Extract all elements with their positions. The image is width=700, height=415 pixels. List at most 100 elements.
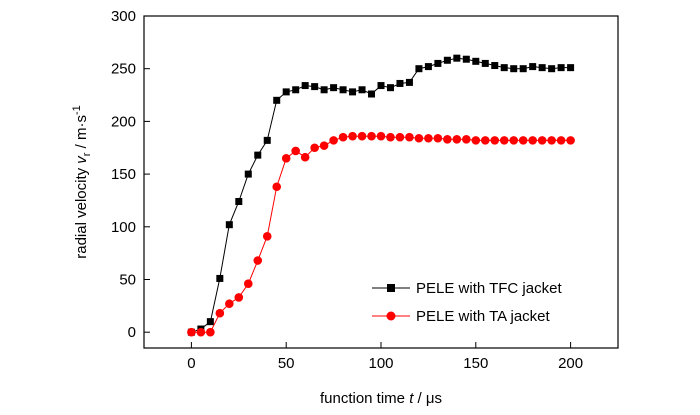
legend: PELE with TFC jacket PELE with TA jacket bbox=[372, 280, 562, 325]
data-point-ta bbox=[480, 136, 490, 145]
data-point-tfc bbox=[358, 86, 366, 94]
data-point-tfc bbox=[216, 274, 224, 282]
y-tick-label: 150 bbox=[111, 166, 136, 183]
x-tick-label: 50 bbox=[278, 355, 295, 372]
data-point-tfc bbox=[529, 63, 537, 71]
data-point-tfc bbox=[244, 170, 252, 178]
data-point-ta bbox=[537, 136, 547, 145]
data-point-ta bbox=[405, 132, 414, 142]
y-axis-label-var: v bbox=[73, 155, 90, 164]
legend-label-tfc: PELE with TFC jacket bbox=[416, 280, 562, 297]
data-point-tfc bbox=[292, 86, 300, 94]
data-point-ta bbox=[319, 141, 329, 150]
data-point-tfc bbox=[282, 88, 290, 96]
data-point-tfc bbox=[263, 136, 271, 144]
y-tick-label: 300 bbox=[111, 8, 136, 25]
y-tick-label: 200 bbox=[111, 113, 136, 130]
data-point-tfc bbox=[368, 90, 376, 98]
data-point-ta bbox=[376, 131, 386, 141]
data-point-tfc bbox=[519, 65, 527, 73]
data-point-tfc bbox=[443, 56, 451, 64]
x-axis-label-suffix: / μs bbox=[413, 390, 442, 407]
data-point-ta bbox=[310, 143, 319, 153]
data-point-tfc bbox=[510, 65, 518, 73]
data-point-tfc bbox=[225, 221, 233, 229]
data-point-tfc bbox=[254, 151, 262, 159]
data-point-tfc bbox=[538, 64, 546, 72]
data-point-tfc bbox=[434, 59, 442, 67]
data-point-tfc bbox=[415, 65, 423, 73]
data-point-tfc bbox=[405, 78, 413, 86]
data-point-ta bbox=[187, 327, 196, 337]
data-point-tfc bbox=[557, 64, 565, 72]
y-tick-label: 0 bbox=[128, 324, 136, 341]
x-axis-label-prefix: function time bbox=[320, 390, 409, 407]
data-point-tfc bbox=[548, 65, 556, 73]
legend-marker-ta bbox=[386, 311, 396, 321]
data-point-ta bbox=[262, 231, 272, 241]
y-axis-label-prefix: radial velocity bbox=[73, 164, 90, 259]
y-tick-label: 50 bbox=[119, 271, 136, 288]
data-point-ta bbox=[386, 132, 395, 142]
data-point-tfc bbox=[396, 79, 404, 87]
data-point-tfc bbox=[567, 64, 575, 72]
y-tick-label: 250 bbox=[111, 61, 136, 78]
data-point-ta bbox=[433, 133, 443, 143]
data-point-ta bbox=[518, 136, 528, 145]
data-point-tfc bbox=[273, 96, 281, 104]
data-point-tfc bbox=[500, 64, 508, 72]
data-point-ta bbox=[329, 136, 338, 145]
x-axis-label: function time t / μs bbox=[320, 390, 442, 407]
x-tick-label: 100 bbox=[368, 355, 393, 372]
data-point-tfc bbox=[301, 82, 309, 90]
y-axis-label-sub: r bbox=[81, 152, 93, 156]
series-line-1 bbox=[191, 135, 571, 333]
data-point-tfc bbox=[453, 54, 461, 62]
data-point-tfc bbox=[339, 86, 347, 94]
data-point-ta bbox=[367, 131, 376, 141]
data-point-ta bbox=[206, 327, 215, 337]
data-point-ta bbox=[490, 136, 500, 145]
x-tick-label: 150 bbox=[463, 355, 488, 372]
data-point-ta bbox=[509, 136, 519, 145]
data-point-ta bbox=[462, 135, 471, 144]
data-point-tfc bbox=[330, 84, 338, 92]
data-point-ta bbox=[291, 146, 300, 156]
y-axis-label: radial velocity vr / m·s-1 bbox=[71, 105, 93, 259]
data-point-tfc bbox=[206, 318, 214, 326]
y-tick-label: 100 bbox=[111, 219, 136, 236]
data-point-ta bbox=[338, 132, 348, 142]
data-point-ta bbox=[556, 136, 566, 145]
series-group bbox=[187, 54, 575, 337]
data-point-ta bbox=[547, 136, 556, 145]
data-point-ta bbox=[566, 136, 575, 145]
data-point-ta bbox=[234, 293, 244, 302]
data-point-ta bbox=[452, 135, 462, 144]
data-point-ta bbox=[499, 136, 509, 145]
data-point-tfc bbox=[472, 57, 480, 65]
ticks-group: 0 50 100 150 200 0 50 100 150 200 250 300 bbox=[111, 8, 583, 372]
data-point-ta bbox=[253, 256, 263, 265]
data-point-tfc bbox=[386, 84, 394, 92]
data-point-ta bbox=[225, 299, 234, 309]
data-point-ta bbox=[272, 182, 282, 192]
data-point-ta bbox=[300, 152, 310, 162]
data-point-ta bbox=[196, 327, 206, 337]
data-point-ta bbox=[357, 131, 367, 141]
data-point-ta bbox=[414, 133, 424, 143]
data-point-ta bbox=[424, 133, 433, 143]
data-point-ta bbox=[281, 153, 291, 163]
data-point-tfc bbox=[462, 55, 470, 63]
data-point-tfc bbox=[311, 83, 319, 91]
data-point-tfc bbox=[235, 197, 243, 205]
data-point-tfc bbox=[424, 63, 432, 71]
y-axis-label-sup: -1 bbox=[71, 105, 83, 115]
legend-label-ta: PELE with TA jacket bbox=[416, 308, 551, 325]
data-point-ta bbox=[443, 135, 452, 144]
legend-marker-tfc bbox=[387, 284, 395, 292]
data-point-ta bbox=[348, 131, 357, 141]
data-point-tfc bbox=[481, 59, 489, 67]
data-point-ta bbox=[528, 136, 537, 145]
data-point-ta bbox=[471, 136, 481, 145]
